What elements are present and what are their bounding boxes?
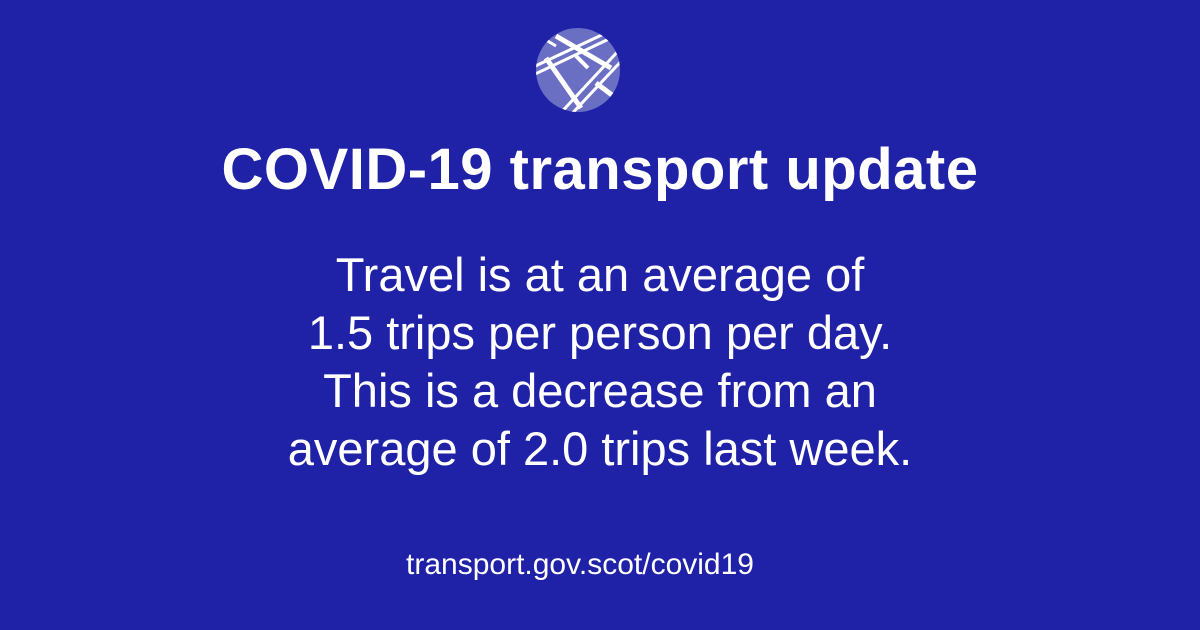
message-line: This is a decrease from an	[323, 364, 877, 417]
logo-roads-icon	[536, 28, 620, 112]
message-line: Travel is at an average of	[335, 248, 865, 301]
message-line: 1.5 trips per person per day.	[307, 306, 893, 359]
message-line: average of 2.0 trips last week.	[287, 422, 913, 475]
update-message: Travel is at an average of 1.5 trips per…	[0, 246, 1200, 478]
website-link[interactable]: transport.gov.scot/covid19	[406, 548, 754, 581]
page-title: COVID-19 transport update	[221, 137, 979, 202]
